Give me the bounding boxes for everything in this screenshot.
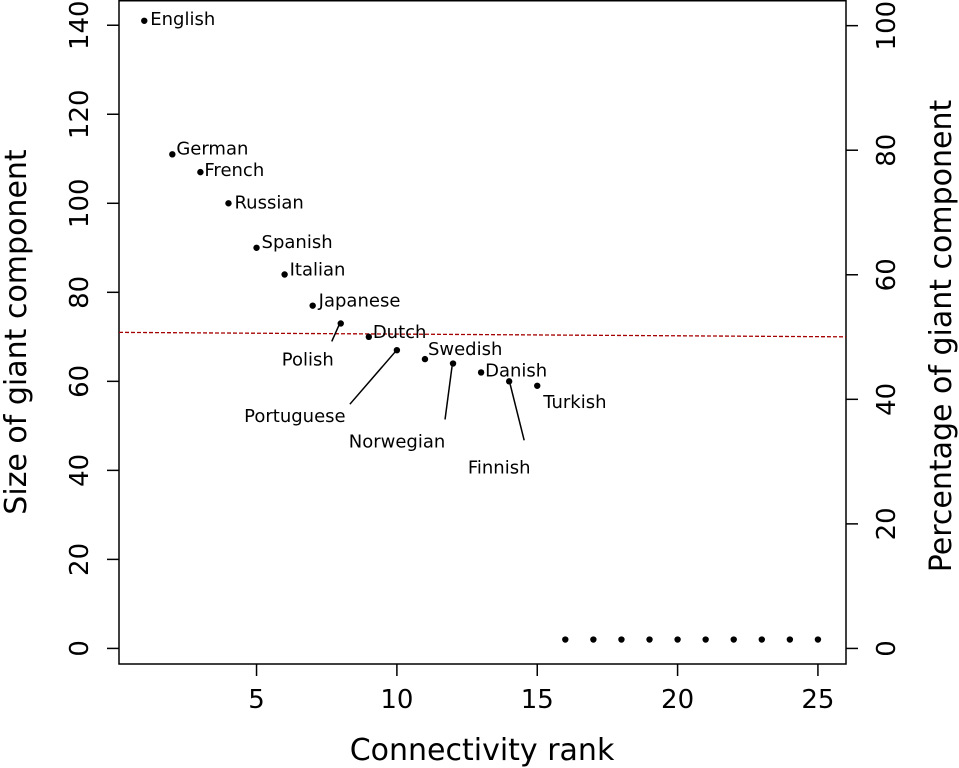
x-tick-label: 10 <box>380 685 413 715</box>
x-tick-label: 25 <box>801 685 834 715</box>
y-axis-left: 0 20 40 60 80 100 120 140 <box>65 0 119 657</box>
plot-frame <box>118 0 847 665</box>
data-point <box>786 636 794 643</box>
data-point <box>618 636 625 643</box>
data-point <box>253 244 260 251</box>
y-tick-label: 0 <box>65 640 95 657</box>
x-axis-title: Connectivity rank <box>350 733 615 768</box>
y-tick-label: 20 <box>65 543 95 576</box>
reference-line <box>118 331 847 338</box>
label-leader-lines <box>331 323 525 441</box>
x-tick-label: 5 <box>248 685 265 715</box>
point-label: Finnish <box>468 457 531 478</box>
y2-tick-label: 100 <box>872 1 902 51</box>
y2-tick-label: 80 <box>872 134 902 167</box>
x-tick-label: 20 <box>661 685 694 715</box>
data-point <box>393 346 401 354</box>
data-point <box>758 636 765 643</box>
data-points <box>141 17 822 643</box>
point-label: Swedish <box>428 339 502 360</box>
data-point <box>534 382 541 389</box>
y-tick-label: 100 <box>65 178 95 228</box>
y2-tick-label: 20 <box>872 507 902 540</box>
y-tick-label: 80 <box>65 276 95 309</box>
point-label: Turkish <box>542 392 606 413</box>
y-tick-label: 40 <box>65 454 95 487</box>
leader-line <box>331 323 341 342</box>
data-point <box>477 369 485 376</box>
y-tick-label: 140 <box>65 0 95 50</box>
data-point <box>337 320 344 327</box>
point-label: Norwegian <box>349 432 446 453</box>
y-axis-right: 0 20 40 60 80 100 <box>846 1 902 657</box>
y2-tick-label: 40 <box>872 383 902 416</box>
data-point <box>169 151 176 158</box>
data-point <box>674 636 681 643</box>
data-point <box>141 17 148 24</box>
y2-tick-label: 0 <box>872 640 902 657</box>
data-point <box>449 360 457 367</box>
point-label: Spanish <box>262 232 333 253</box>
x-tick-label: 15 <box>521 685 554 715</box>
point-label: Italian <box>290 260 346 281</box>
y-axis-title-left: Size of giant component <box>0 149 34 515</box>
leader-line <box>509 384 525 441</box>
data-point <box>814 636 822 643</box>
point-label: English <box>150 9 215 30</box>
data-point <box>646 636 653 643</box>
point-label: Polish <box>282 349 334 370</box>
y-tick-label: 120 <box>65 89 95 139</box>
data-point <box>730 636 737 643</box>
point-label: Dutch <box>373 322 427 343</box>
point-label: Japanese <box>318 291 401 312</box>
point-label: Russian <box>234 192 303 213</box>
point-label: French <box>204 160 264 181</box>
data-point <box>702 636 709 643</box>
data-point <box>197 168 204 176</box>
x-axis: 5 10 15 20 25 <box>248 664 834 715</box>
y-tick-label: 60 <box>65 365 95 398</box>
leader-line <box>444 366 453 420</box>
data-point <box>225 200 232 207</box>
data-point <box>421 355 429 363</box>
y-axis-title-right: Percentage of giant component <box>924 99 959 572</box>
point-label: German <box>176 138 248 159</box>
leader-line <box>349 351 396 405</box>
data-point <box>365 333 373 341</box>
data-point <box>590 636 597 643</box>
y2-tick-label: 60 <box>872 258 902 291</box>
point-label: Danish <box>485 360 547 381</box>
data-point <box>281 271 288 278</box>
data-point <box>505 378 513 385</box>
data-point <box>309 302 316 309</box>
point-label: Portuguese <box>244 406 345 427</box>
data-point <box>562 636 569 643</box>
